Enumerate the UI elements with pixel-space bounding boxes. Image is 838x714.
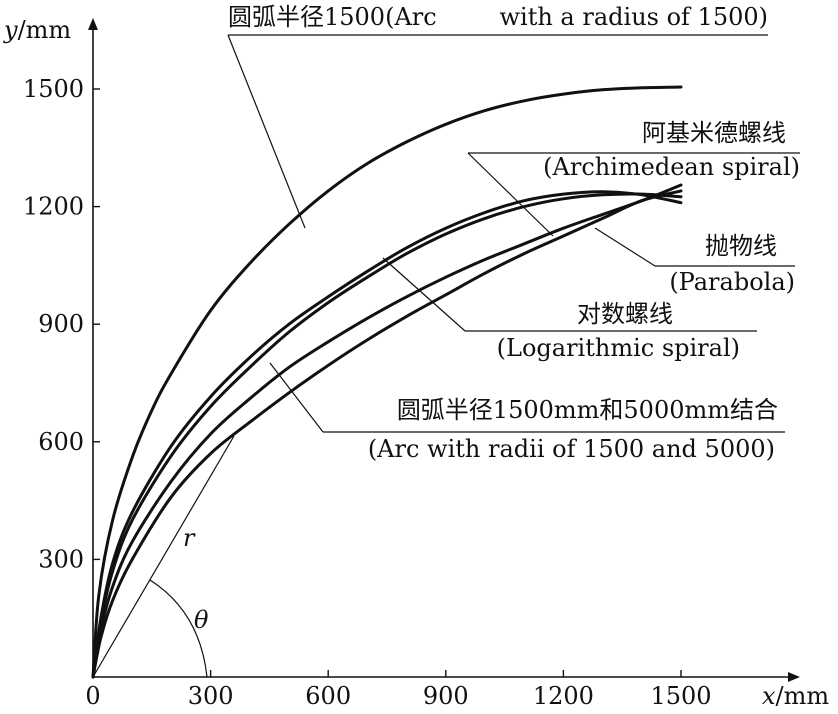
axis-ticks: 0 300 600 900 1200 1500 300 600 900 1200 1500 — [23, 75, 712, 710]
series-curves — [91, 85, 683, 679]
y-axis-var: y — [3, 16, 18, 44]
label-archimedean-en: (Archimedean spiral) — [543, 153, 800, 181]
x-tick-label: 900 — [423, 682, 469, 710]
label-arc-combined-en: (Arc with radii of 1500 and 5000) — [368, 435, 775, 463]
y-tick-label: 600 — [38, 428, 84, 456]
logarithmic-spiral-curve — [91, 183, 683, 679]
label-archimedean-cn: 阿基米德螺线 — [642, 119, 786, 147]
radius-line — [92, 435, 235, 678]
label-log-cn: 对数螺线 — [577, 300, 673, 328]
x-axis-var: x — [762, 682, 776, 710]
leader-line — [269, 362, 324, 433]
arc-1500-curve — [91, 85, 683, 679]
angle-arc — [149, 579, 208, 678]
label-parabola-en: (Parabola) — [669, 268, 795, 296]
label-arc1500-en: with a radius of 1500) — [499, 3, 768, 31]
label-log-en: (Logarithmic spiral) — [497, 334, 740, 362]
leader-line — [227, 34, 306, 229]
y-axis-arrow — [88, 18, 98, 30]
x-axis-unit: /mm — [776, 682, 830, 710]
arc-1500-5000-curve — [91, 189, 683, 679]
leader-line — [382, 257, 466, 332]
leader-line — [467, 152, 554, 237]
x-tick-label: 0 — [85, 682, 100, 710]
x-tick-label: 300 — [188, 682, 234, 710]
leader-line — [594, 227, 656, 267]
x-tick-label: 1500 — [650, 682, 711, 710]
y-tick-label: 1500 — [23, 75, 84, 103]
x-tick-label: 600 — [305, 682, 351, 710]
x-axis-arrow — [788, 672, 800, 682]
x-tick-label: 1200 — [533, 682, 594, 710]
y-tick-label: 1200 — [23, 193, 84, 221]
label-arc-combined-cn: 圆弧半径1500mm和5000mm结合 — [397, 396, 778, 424]
label-parabola-cn: 抛物线 — [705, 232, 777, 260]
y-tick-label: 900 — [38, 310, 84, 338]
parabola-curve — [91, 192, 683, 679]
x-axis-title: x/mm — [762, 682, 829, 710]
y-axis-title: y/mm — [3, 16, 71, 44]
y-axis-unit: /mm — [18, 16, 72, 44]
y-tick-label: 300 — [38, 545, 84, 573]
angle-label: θ — [194, 606, 209, 634]
radius-label: r — [183, 524, 196, 552]
label-arc1500-cn: 圆弧半径1500(Arc — [228, 3, 437, 31]
label-leaders — [227, 34, 800, 433]
archimedean-spiral-curve — [91, 190, 683, 679]
